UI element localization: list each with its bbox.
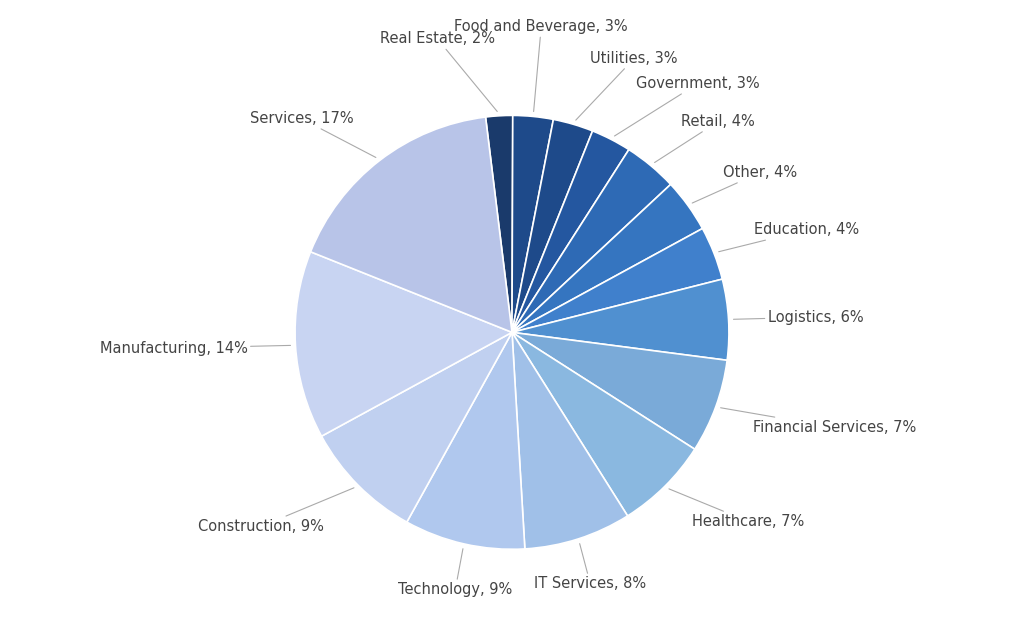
Wedge shape [512, 279, 729, 360]
Wedge shape [512, 332, 727, 449]
Text: Healthcare, 7%: Healthcare, 7% [669, 489, 805, 529]
Wedge shape [512, 228, 722, 332]
Text: Food and Beverage, 3%: Food and Beverage, 3% [455, 19, 628, 111]
Text: Education, 4%: Education, 4% [719, 222, 859, 251]
Wedge shape [512, 115, 553, 332]
Wedge shape [295, 252, 512, 436]
Wedge shape [322, 332, 512, 522]
Text: Other, 4%: Other, 4% [692, 165, 798, 203]
Wedge shape [512, 185, 702, 332]
Text: Retail, 4%: Retail, 4% [654, 114, 755, 163]
Wedge shape [512, 120, 593, 332]
Text: Financial Services, 7%: Financial Services, 7% [721, 408, 915, 435]
Text: Logistics, 6%: Logistics, 6% [733, 310, 863, 325]
Text: Construction, 9%: Construction, 9% [199, 488, 354, 534]
Wedge shape [485, 115, 513, 332]
Text: Technology, 9%: Technology, 9% [398, 548, 512, 597]
Text: IT Services, 8%: IT Services, 8% [535, 543, 646, 591]
Wedge shape [407, 332, 525, 549]
Text: Services, 17%: Services, 17% [250, 111, 376, 158]
Wedge shape [512, 150, 671, 332]
Text: Manufacturing, 14%: Manufacturing, 14% [100, 341, 291, 356]
Wedge shape [512, 131, 629, 332]
Wedge shape [512, 332, 628, 549]
Text: Utilities, 3%: Utilities, 3% [575, 51, 678, 120]
Wedge shape [512, 332, 694, 516]
Wedge shape [310, 117, 512, 332]
Text: Government, 3%: Government, 3% [614, 76, 760, 136]
Text: Real Estate, 2%: Real Estate, 2% [380, 32, 498, 111]
